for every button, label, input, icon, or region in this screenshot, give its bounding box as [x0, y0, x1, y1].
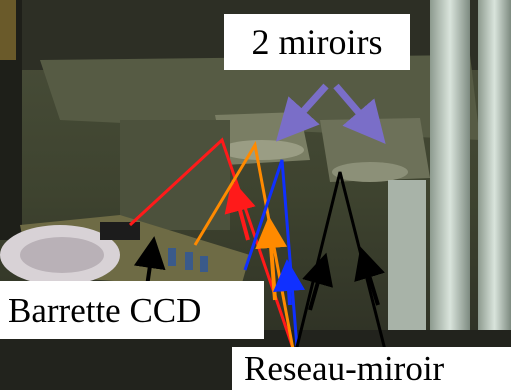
mirror-right — [332, 162, 408, 182]
beam-black-arrow-right — [354, 246, 385, 306]
mirrors-label: 2 miroirs — [224, 14, 410, 70]
beam-blue-arrow — [273, 259, 306, 306]
board-component — [168, 248, 176, 266]
central-block — [120, 120, 230, 230]
rail-right-2 — [478, 0, 511, 390]
mirror-left — [220, 140, 304, 160]
mirror-pointer-right — [333, 83, 386, 144]
cable-roll-inner — [20, 237, 104, 273]
left-connector — [0, 0, 16, 60]
beam-blue — [243, 159, 300, 361]
ccd-sensor — [100, 222, 140, 240]
ccd-label: Barrette CCD — [0, 281, 264, 339]
beam-black — [293, 171, 387, 356]
mirror-pointer-left — [275, 83, 329, 142]
board-component — [200, 256, 208, 272]
beam-black-arrow-left — [302, 252, 333, 311]
grating-label: Reseau-miroir — [232, 347, 511, 390]
beam-red-arrow — [224, 179, 256, 241]
rail-right-1 — [430, 0, 470, 390]
beam-red — [128, 137, 299, 361]
board-component — [185, 252, 193, 270]
